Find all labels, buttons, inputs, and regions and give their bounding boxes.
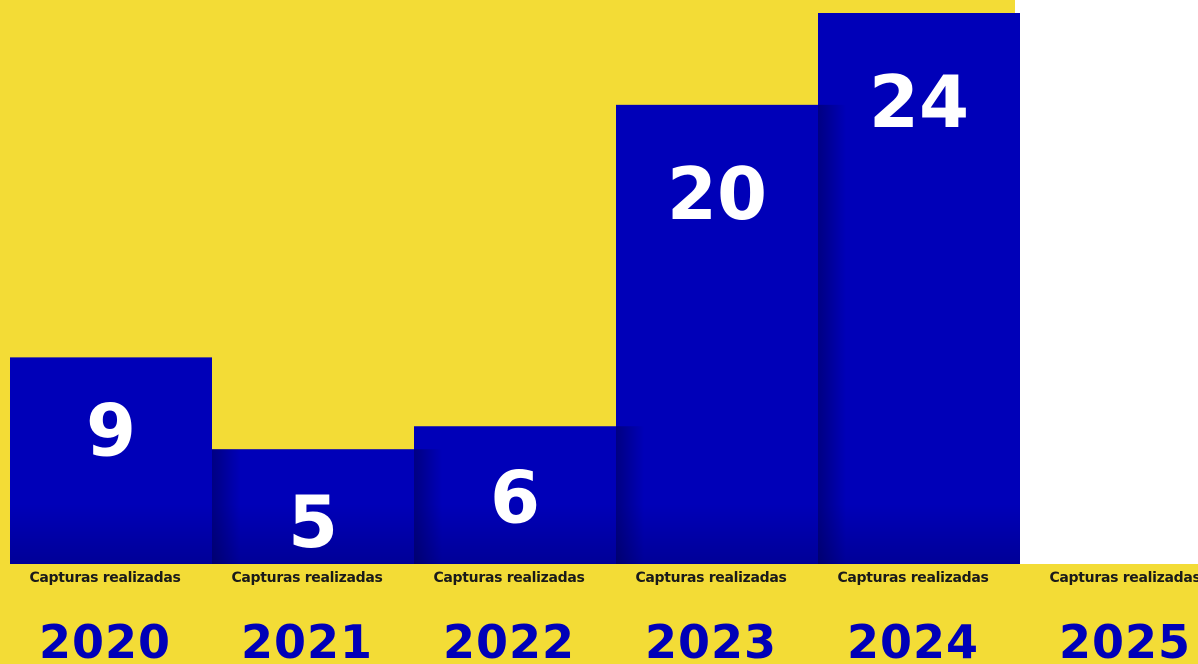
bar-shade-2020 bbox=[10, 504, 212, 564]
bar-value-label-2022: 6 bbox=[490, 455, 540, 539]
bar-shade-2023 bbox=[616, 504, 818, 564]
caption-2025: Capturas realizadas bbox=[1024, 570, 1198, 586]
bar-value-label-2024: 24 bbox=[869, 60, 969, 144]
bar-value-label-2021: 5 bbox=[288, 480, 338, 564]
caption-2021: Capturas realizadas bbox=[206, 570, 408, 586]
year-label-2020: 2020 bbox=[4, 612, 206, 664]
caption-2023: Capturas realizadas bbox=[610, 570, 812, 586]
bar-side-shadow-2021 bbox=[212, 449, 240, 564]
year-label-2022: 2022 bbox=[408, 612, 610, 664]
bar-side-shadow-2022 bbox=[414, 449, 442, 564]
caption-2024: Capturas realizadas bbox=[812, 570, 1014, 586]
caption-2020: Capturas realizadas bbox=[4, 570, 206, 586]
caption-2022: Capturas realizadas bbox=[408, 570, 610, 586]
year-label-2021: 2021 bbox=[206, 612, 408, 664]
bar-value-label-2023: 20 bbox=[667, 152, 767, 236]
year-label-2024: 2024 bbox=[812, 612, 1014, 664]
bar-shade-2024 bbox=[818, 504, 1020, 564]
bar-value-label-2020: 9 bbox=[86, 388, 136, 472]
bar-side-shadow-2024 bbox=[818, 105, 846, 564]
year-label-2023: 2023 bbox=[610, 612, 812, 664]
bar-side-shadow-2023 bbox=[616, 426, 644, 564]
year-label-2025: 2025 bbox=[1024, 612, 1198, 664]
